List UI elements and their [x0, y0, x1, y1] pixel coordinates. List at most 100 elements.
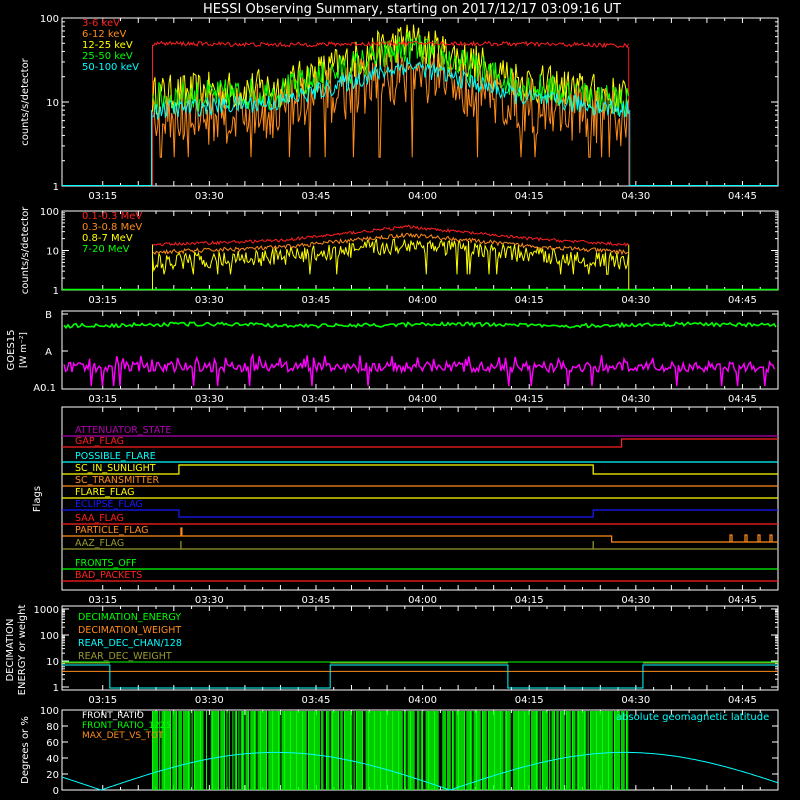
goes-ytick-label: A — [45, 347, 52, 358]
lo-legend-0: 3-6 keV — [82, 18, 120, 29]
dec-panel-xtick-label: 03:45 — [302, 695, 331, 706]
lo-series-cyan — [152, 57, 629, 121]
dec-legend-1: DECIMATION_WEIGHT — [78, 625, 181, 636]
ratio-ytick-label: 80 — [46, 722, 59, 733]
dec-panel-xtick-label: 03:15 — [88, 695, 117, 706]
dec-panel-xtick-label: 04:30 — [621, 695, 650, 706]
flag-line-8 — [62, 527, 778, 543]
flag-label-11: BAD_PACKETS — [75, 570, 142, 581]
hi-series-red — [152, 224, 629, 247]
lo-series-green — [152, 32, 629, 118]
goes-panel-xtick-label: 03:15 — [88, 394, 117, 405]
hi-panel-ylabel: counts/s/detector — [20, 206, 31, 294]
ratio-legend-0: FRONT_RATIO — [82, 711, 144, 721]
hi-panel-ytick-label: 1 — [53, 286, 59, 297]
flags-panel-xtick-label: 03:45 — [302, 595, 331, 606]
flag-label-3: SC_IN_SUNLIGHT — [75, 463, 156, 474]
flags-panel-xtick-label: 04:30 — [621, 595, 650, 606]
goes-panel-xtick-label: 04:00 — [408, 394, 437, 405]
lo-panel-xtick-label: 04:15 — [515, 191, 544, 202]
hi-legend-2: 0.8-7 MeV — [82, 233, 133, 244]
lo-series-orange — [152, 52, 629, 158]
lo-panel-xtick-label: 04:45 — [728, 191, 757, 202]
dec-panel-ytick-label: 100 — [40, 631, 59, 642]
flag-line-3 — [62, 464, 778, 475]
lo-panel-ylabel: counts/s/detector — [20, 57, 31, 145]
dec-legend-0: DECIMATION_ENERGY — [78, 612, 181, 623]
lo-series-yellow — [152, 24, 629, 116]
goes-ylabel: GOES15 — [6, 329, 17, 370]
ratio-legend-1: FRONT_RATIO_1225 — [82, 721, 171, 731]
lo-panel-xtick-label: 04:00 — [408, 191, 437, 202]
dec-series-cyan — [62, 664, 778, 689]
hi-legend-0: 0.1-0.3 MeV — [82, 211, 142, 222]
lo-panel-ytick-label: 10 — [46, 98, 59, 109]
hi-panel-xtick-label: 04:45 — [728, 295, 757, 306]
flags-panel-xtick-label: 04:00 — [408, 595, 437, 606]
flags-panel-xtick-label: 03:15 — [88, 595, 117, 606]
flag-line-6 — [62, 509, 778, 518]
ratio-ylabel: Degrees or % — [20, 716, 31, 784]
dec-panel-xtick-label: 04:00 — [408, 695, 437, 706]
ratio-legend-2: MAX_DET_VS_TOT — [82, 731, 164, 741]
goes-series-green — [63, 320, 777, 330]
hi-series-orange — [152, 232, 629, 256]
flag-label-4: SC_TRANSMITTER — [75, 475, 160, 486]
dec-panel-xtick-label: 04:45 — [728, 695, 757, 706]
goes-panel-xtick-label: 03:45 — [302, 394, 331, 405]
dec-panel-ytick-label: 1 — [53, 683, 59, 694]
lo-legend-4: 50-100 keV — [82, 62, 139, 73]
hi-panel-xtick-label: 04:15 — [515, 295, 544, 306]
flag-label-2: POSSIBLE_FLARE — [75, 451, 156, 462]
goes-ytick-label: A0.1 — [33, 383, 56, 394]
hi-legend-1: 0.3-0.8 MeV — [82, 222, 142, 233]
lo-panel-ytick-label: 100 — [40, 14, 59, 25]
goes-panel-xtick-label: 04:15 — [515, 394, 544, 405]
flag-label-5: FLARE_FLAG — [75, 487, 135, 498]
lo-series-red — [152, 39, 629, 49]
hi-legend-3: 7-20 MeV — [82, 244, 130, 255]
hi-panel-xtick-label: 03:15 — [88, 295, 117, 306]
ratio-ytick-label: 0 — [53, 786, 59, 797]
lo-panel-xtick-label: 03:30 — [195, 191, 224, 202]
hi-panel-xtick-label: 04:30 — [621, 295, 650, 306]
flag-label-8: PARTICLE_FLAG — [75, 525, 148, 536]
hi-panel-xtick-label: 04:00 — [408, 295, 437, 306]
hi-panel-frame — [61, 210, 779, 291]
flags-panel-xtick-label: 04:45 — [728, 595, 757, 606]
flag-label-0: ATTENUATOR_STATE — [75, 425, 171, 436]
flags-panel-xtick-label: 04:15 — [515, 595, 544, 606]
dec-panel-ytick-label: 1000 — [34, 605, 59, 616]
dec-panel-xtick-label: 03:30 — [195, 695, 224, 706]
goes-series-magenta — [63, 352, 776, 387]
flag-label-6: ECLIPSE_FLAG — [75, 499, 143, 510]
lo-panel-xtick-label: 04:30 — [621, 191, 650, 202]
hi-series-yellow — [152, 238, 629, 275]
lo-legend-2: 12-25 keV — [82, 40, 133, 51]
ratio-panel-frame — [61, 709, 779, 791]
flag-label-9: AAZ_FLAG — [75, 538, 124, 549]
ratio-ytick-label: 20 — [46, 770, 59, 781]
hi-panel-xtick-label: 03:30 — [195, 295, 224, 306]
hi-panel-xtick-label: 03:45 — [302, 295, 331, 306]
lo-legend-3: 25-50 keV — [82, 51, 133, 62]
dec-panel-xtick-label: 04:15 — [515, 695, 544, 706]
goes-panel-xtick-label: 03:30 — [195, 394, 224, 405]
flags-ylabel: Flags — [32, 486, 43, 512]
flags-panel-xtick-label: 03:30 — [195, 595, 224, 606]
goes-ylabel-units: [W m⁻²] — [19, 332, 29, 368]
dec-legend-2: REAR_DEC_CHAN/128 — [78, 638, 182, 649]
dec-panel-ytick-label: 10 — [46, 657, 59, 668]
lo-panel-xtick-label: 03:45 — [302, 191, 331, 202]
lo-legend-1: 6-12 keV — [82, 29, 126, 40]
figure-title: HESSI Observing Summary, starting on 201… — [203, 2, 621, 17]
ratio-latitude-curve — [61, 751, 779, 791]
hi-panel-ytick-label: 100 — [40, 207, 59, 218]
goes-ytick-label: B — [45, 310, 52, 321]
hi-panel-ytick-label: 10 — [46, 247, 59, 258]
goes-panel-xtick-label: 04:30 — [621, 394, 650, 405]
ratio-ytick-label: 100 — [40, 706, 59, 717]
lo-panel-ytick-label: 1 — [53, 182, 59, 193]
dec-panel-frame — [61, 605, 779, 691]
